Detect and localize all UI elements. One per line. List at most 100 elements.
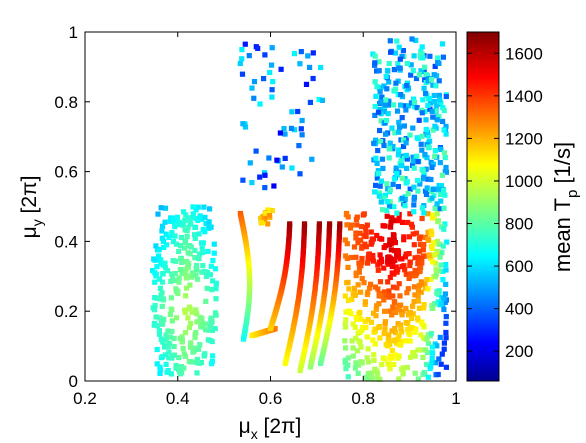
scatter-point-left-block [194, 370, 200, 376]
scatter-point-upper-middle [310, 50, 316, 56]
scatter-point-lower-right [407, 263, 413, 269]
scatter-point-upper-right [387, 199, 393, 205]
scatter-point-upper-right [403, 107, 409, 113]
scatter-point-lower-right [381, 244, 387, 251]
scatter-point-upper-right [410, 162, 416, 168]
scatter-point-upper-right [374, 160, 380, 166]
scatter-point-lower-right [343, 212, 349, 218]
scatter-point-left-block [165, 340, 171, 346]
scatter-point-left-block [185, 315, 191, 321]
scatter-point-upper-middle [269, 45, 275, 51]
scatter-point-lower-right [406, 251, 412, 257]
scatter-point-lower-right [352, 365, 358, 371]
scatter-point-left-block [199, 245, 205, 251]
scatter-point-lower-right [398, 342, 404, 348]
scatter-point-lower-right [438, 300, 444, 306]
scatter-point-lower-right [388, 247, 394, 253]
scatter-point-left-block [160, 297, 166, 303]
scatter-point-left-block [210, 257, 216, 264]
scatter-point-left-block [182, 227, 188, 233]
scatter-point-lower-right [442, 221, 448, 227]
scatter-point-upper-right [398, 102, 404, 108]
scatter-point-left-block [166, 234, 172, 240]
scatter-point-left-block [178, 243, 184, 249]
scatter-point-upper-right [392, 86, 399, 92]
scatter-point-upper-middle [297, 61, 303, 67]
scatter-point-lower-right [428, 330, 434, 337]
scatter-point-upper-middle [266, 155, 272, 161]
scatter-point-upper-middle [278, 66, 284, 72]
scatter-point-upper-right [381, 105, 387, 111]
scatter-point-upper-right [425, 144, 432, 150]
scatter-point-upper-right [422, 108, 428, 115]
colorbar-tick-label: 800 [505, 215, 533, 234]
scatter-point-lower-right [441, 346, 447, 352]
scatter-point-left-block [152, 270, 158, 276]
scatter-point-left-block [153, 314, 159, 320]
scatter-point-lower-right [387, 366, 393, 372]
y-axis-ticks: 0 0.2 0.4 0.6 0.8 1 [54, 23, 456, 391]
scatter-point-left-block [203, 321, 209, 327]
scatter-point-lower-right [354, 222, 360, 228]
scatter-point-lower-right [371, 357, 377, 363]
scatter-point-left-block [183, 293, 189, 299]
scatter-point-lower-right [428, 363, 434, 370]
scatter-point-lower-right [355, 282, 361, 288]
colorbar-gradient [466, 31, 500, 382]
scatter-point-left-block [159, 228, 165, 234]
scatter-point-upper-right [378, 85, 384, 91]
scatter-point-left-block [163, 231, 169, 237]
scatter-point-upper-right [394, 108, 401, 114]
scatter-point-lower-right [403, 271, 409, 277]
scatter-point-left-block [157, 315, 163, 321]
scatter-point-upper-right [385, 111, 391, 117]
scatter-point-lower-right [396, 216, 402, 222]
scatter-point-lower-right [431, 240, 437, 246]
scatter-point-upper-middle [251, 79, 258, 85]
scatter-point-upper-middle [257, 101, 263, 107]
scatter-point-upper-right [427, 95, 433, 102]
scatter-point-upper-right [415, 136, 421, 142]
scatter-point-upper-right [442, 192, 448, 198]
scatter-point-upper-right [433, 83, 439, 89]
colorbar: 200 400 600 800 1000 1200 1400 1600 [466, 31, 543, 382]
scatter-point-left-block [163, 336, 169, 342]
scatter-point-left-block [166, 355, 172, 361]
scatter-point-lower-right [429, 215, 435, 221]
scatter-point-lower-right [376, 325, 382, 331]
scatter-point-upper-right [379, 156, 385, 162]
scatter-point-upper-right [372, 103, 378, 110]
scatter-point-upper-middle [299, 132, 305, 138]
scatter-point-upper-right [380, 165, 386, 171]
scatter-point-left-block [203, 327, 209, 333]
scatter-point-lower-right [415, 376, 421, 382]
scatter-point-left-block [160, 271, 166, 277]
scatter-point-lower-right [436, 356, 442, 362]
scatter-point-upper-middle [316, 96, 322, 103]
scatter-point-left-block [203, 220, 209, 227]
scatter-point-lower-right [370, 252, 376, 259]
scatter-point-lower-right [368, 229, 374, 235]
scatter-point-left-block [205, 248, 211, 254]
scatter-point-lower-right [388, 241, 394, 247]
scatter-point-upper-right [402, 176, 408, 182]
scatter-point-lower-right [386, 294, 392, 300]
scatter-point-lower-right [418, 289, 424, 295]
scatter-point-upper-right [432, 99, 438, 105]
scatter-point-upper-right [399, 195, 405, 201]
scatter-point-lower-right [353, 254, 359, 260]
scatter-point-upper-right [384, 207, 390, 214]
scatter-point-upper-right [419, 44, 425, 50]
scatter-point-upper-right [418, 141, 424, 147]
scatter-point-upper-middle [271, 183, 277, 189]
scatter-point-lower-right [352, 324, 358, 330]
scatter-point-lower-right [347, 225, 354, 231]
scatter-point-left-block [162, 219, 168, 225]
scatter-point-left-block [179, 339, 185, 345]
scatter-point-upper-middle [239, 56, 245, 62]
scatter-point-left-block [199, 319, 205, 326]
scatter-point-left-block [209, 287, 215, 293]
scatter-point-lower-right [401, 234, 407, 240]
scatter-point-upper-right [402, 103, 408, 109]
scatter-point-left-block [206, 219, 212, 225]
